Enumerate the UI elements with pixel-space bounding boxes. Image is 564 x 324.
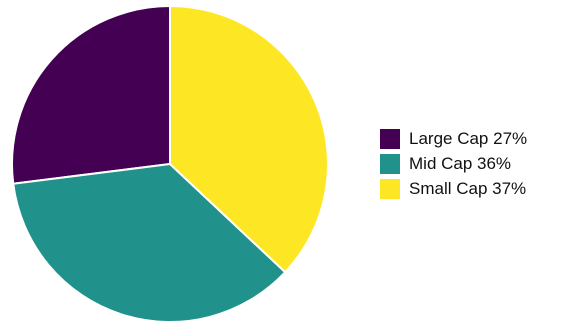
legend: Large Cap 27% Mid Cap 36% Small Cap 37%: [380, 129, 527, 199]
legend-label-small-cap: Small Cap 37%: [409, 179, 527, 198]
pie-slice-large-cap: [11, 5, 171, 185]
pie-slice-mid-cap: [12, 163, 287, 323]
legend-item-small-cap: Small Cap 37%: [380, 179, 527, 199]
pie-chart: [11, 5, 329, 323]
legend-label-mid-cap: Mid Cap 36%: [409, 154, 512, 173]
legend-item-large-cap: Large Cap 27%: [380, 129, 527, 149]
legend-label-large-cap: Large Cap 27%: [409, 129, 528, 148]
legend-swatch-large-cap: [380, 129, 400, 149]
legend-item-mid-cap: Mid Cap 36%: [380, 154, 527, 174]
legend-swatch-mid-cap: [380, 154, 400, 174]
pie-slice-small-cap: [169, 5, 329, 274]
legend-swatch-small-cap: [380, 179, 400, 199]
